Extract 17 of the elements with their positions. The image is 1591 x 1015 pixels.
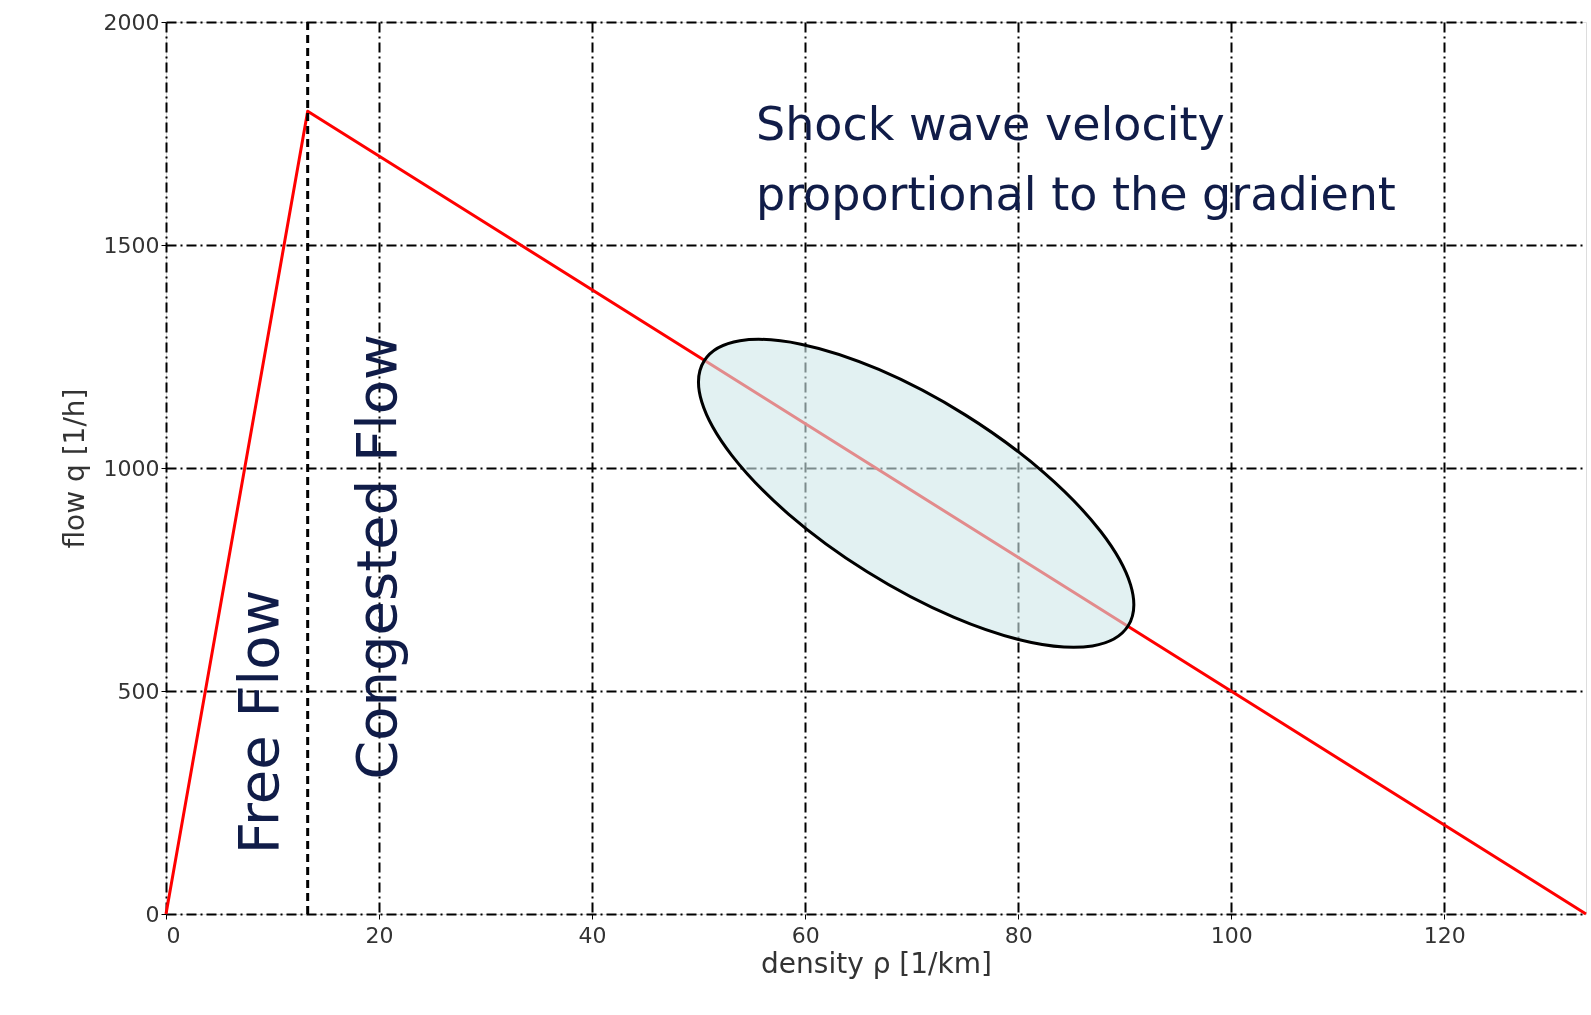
y-tick-label: 500 xyxy=(117,678,160,704)
annotation: Free Flow xyxy=(226,589,291,855)
y-tick-label: 0 xyxy=(145,901,160,927)
x-tick-label: 80 xyxy=(1004,922,1033,948)
annotation: Shock wave velocity proportional to the gradient xyxy=(756,97,1396,221)
x-tick-label: 20 xyxy=(365,922,394,948)
x-tick-label: 100 xyxy=(1210,922,1253,948)
y-axis-title: flow q [1/h] xyxy=(57,388,91,549)
y-tick-label: 1500 xyxy=(103,232,160,258)
x-axis-title: density ρ [1/km] xyxy=(761,946,992,980)
x-tick-label: 0 xyxy=(166,922,181,948)
x-tick-label: 40 xyxy=(578,922,607,948)
annotation: Congested Flow xyxy=(344,334,409,780)
y-tick-label: 1000 xyxy=(103,455,160,481)
x-tick-label: 60 xyxy=(791,922,820,948)
x-tick-label: 120 xyxy=(1423,922,1466,948)
y-tick-label: 2000 xyxy=(103,9,160,35)
